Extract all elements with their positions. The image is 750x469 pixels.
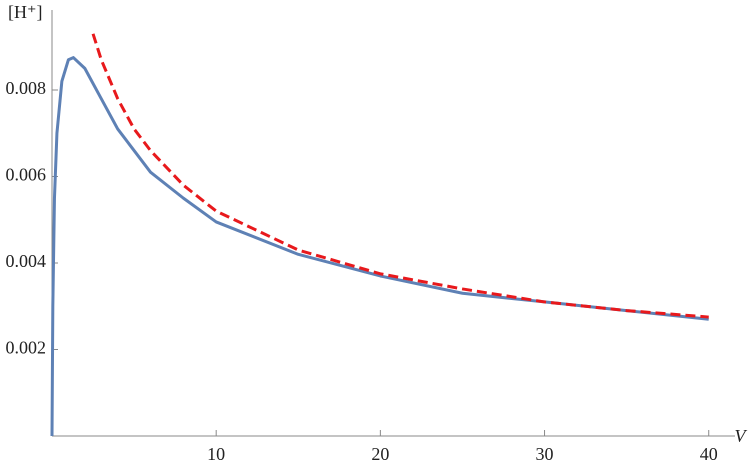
x-tick-label: 40	[700, 444, 718, 464]
x-tick-label: 30	[536, 444, 554, 464]
line	[91, 33, 709, 319]
x-tick-label: 20	[371, 444, 389, 464]
y-tick-label: 0.004	[6, 251, 47, 271]
y-axis-label: [H⁺]	[8, 2, 43, 22]
x-tick-label: 10	[207, 444, 225, 464]
y-tick-label: 0.002	[6, 338, 47, 358]
line	[50, 56, 709, 437]
y-tick-label: 0.008	[6, 78, 47, 98]
x-axis-label: V	[735, 426, 748, 446]
y-tick-label: 0.006	[6, 165, 47, 185]
